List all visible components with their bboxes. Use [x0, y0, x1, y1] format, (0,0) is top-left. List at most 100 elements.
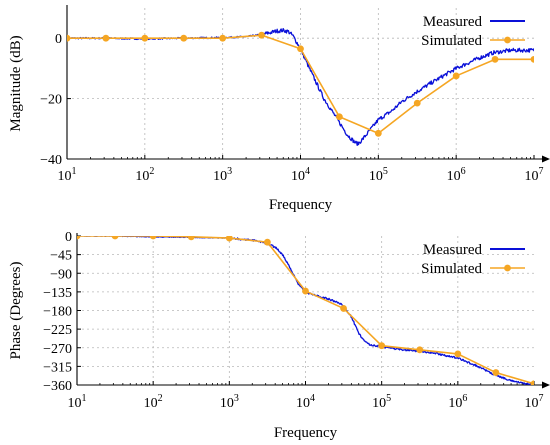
data-point: [340, 305, 347, 312]
y-tick-label: 0: [55, 32, 62, 47]
x-tick-label-base: 10: [213, 169, 227, 184]
x-tick-label-base: 10: [525, 169, 539, 184]
x-tick-label-exponent: 6: [462, 393, 467, 404]
x-tick-label: 102: [144, 393, 163, 411]
data-point: [102, 34, 110, 42]
data-point: [225, 236, 233, 242]
plot-area: [77, 236, 534, 385]
y-tick-label: −360: [43, 379, 72, 394]
data-point: [180, 34, 188, 42]
x-tick-label: 105: [372, 393, 391, 411]
x-tick-label: 103: [220, 393, 239, 411]
y-tick-label: 0: [65, 230, 72, 245]
x-tick-label-exponent: 7: [539, 393, 544, 404]
x-tick-label-base: 10: [135, 169, 149, 184]
x-axis-arrow: [542, 381, 550, 389]
data-point: [413, 99, 421, 107]
series-measured: [77, 236, 534, 385]
x-tick-label-base: 10: [296, 396, 310, 411]
legend-label: Simulated: [421, 33, 482, 49]
data-point: [454, 350, 462, 358]
data-point: [263, 238, 271, 246]
data-point: [416, 346, 424, 354]
x-tick-label-exponent: 1: [72, 166, 77, 177]
axes: [76, 233, 544, 386]
x-tick-label-base: 10: [144, 396, 158, 411]
data-point: [111, 236, 119, 240]
y-tick-label: −45: [50, 249, 72, 264]
y-axis-label: Phase (Degrees): [8, 262, 24, 360]
x-tick-label-exponent: 4: [310, 393, 315, 404]
x-tick-label-exponent: 3: [227, 166, 232, 177]
x-tick-label-base: 10: [68, 396, 82, 411]
data-point: [258, 31, 265, 39]
data-point: [77, 236, 81, 240]
series-line: [77, 236, 534, 385]
series-simulated: [77, 236, 534, 385]
x-tick-label-exponent: 1: [82, 393, 87, 404]
x-tick-label: 101: [68, 393, 87, 411]
data-point: [335, 113, 343, 121]
series-simulated: [67, 31, 534, 137]
x-tick-label-exponent: 6: [461, 166, 466, 177]
x-tick-label-base: 10: [291, 169, 305, 184]
y-tick-label: −40: [40, 153, 62, 168]
y-axis-label: Magnitude (dB): [8, 35, 24, 131]
x-axis-arrow: [542, 155, 550, 163]
x-tick-label: 107: [525, 393, 544, 411]
data-point: [219, 34, 227, 42]
x-tick-label-exponent: 5: [383, 166, 388, 177]
data-point: [187, 236, 195, 241]
legend-swatch-marker: [504, 36, 511, 44]
x-tick-label-base: 10: [372, 396, 386, 411]
x-tick-label-exponent: 3: [234, 393, 239, 404]
x-tick-label: 104: [296, 393, 315, 411]
x-tick-label-exponent: 2: [149, 166, 154, 177]
x-tick-label: 105: [369, 166, 388, 184]
legend: Measured Simulated: [421, 14, 525, 49]
y-tick-label: −90: [50, 267, 72, 282]
x-tick-label: 107: [525, 166, 544, 184]
data-point: [530, 55, 534, 63]
x-tick-label: 106: [447, 166, 466, 184]
chart-panel-1: 101 102 103 104 105 106 1070−20−40FrequencyMag…: [8, 5, 550, 213]
x-tick-label-base: 10: [525, 396, 539, 411]
x-tick-label-base: 10: [448, 396, 462, 411]
x-tick-label-base: 10: [58, 169, 72, 184]
data-point: [530, 380, 534, 385]
data-point: [141, 34, 149, 42]
legend-label: Measured: [423, 242, 483, 258]
data-point: [149, 236, 157, 240]
legend-swatch-marker: [504, 264, 511, 272]
data-point: [67, 34, 71, 42]
x-axis-label: Frequency: [269, 197, 333, 213]
data-point: [491, 55, 499, 63]
axes: [66, 5, 544, 160]
data-point: [452, 72, 460, 80]
x-tick-label-base: 10: [369, 169, 383, 184]
legend: Measured Simulated: [421, 242, 525, 277]
plot-area: [67, 27, 534, 147]
x-tick-label: 101: [58, 166, 77, 184]
chart-panel-2: 101 102 103 104 105 106 1070−45−90−135−180−225…: [8, 230, 550, 441]
x-axis-label: Frequency: [274, 425, 338, 441]
y-tick-label: −135: [43, 286, 72, 301]
data-point: [297, 45, 304, 53]
x-tick-label-base: 10: [447, 169, 461, 184]
grid: [77, 236, 534, 385]
data-point: [378, 342, 386, 350]
x-tick-label-exponent: 2: [158, 393, 163, 404]
x-tick-label: 103: [213, 166, 232, 184]
x-tick-label-exponent: 5: [386, 393, 391, 404]
grid: [67, 8, 534, 159]
y-tick-label: −270: [43, 342, 72, 357]
x-tick-label-base: 10: [220, 396, 234, 411]
data-point: [302, 287, 309, 295]
y-tick-label: −225: [43, 323, 72, 338]
y-tick-label: −20: [40, 93, 62, 108]
x-tick-label-exponent: 7: [539, 166, 544, 177]
x-tick-label-exponent: 4: [305, 166, 310, 177]
legend-label: Simulated: [421, 261, 482, 277]
y-tick-label: −180: [43, 305, 72, 320]
